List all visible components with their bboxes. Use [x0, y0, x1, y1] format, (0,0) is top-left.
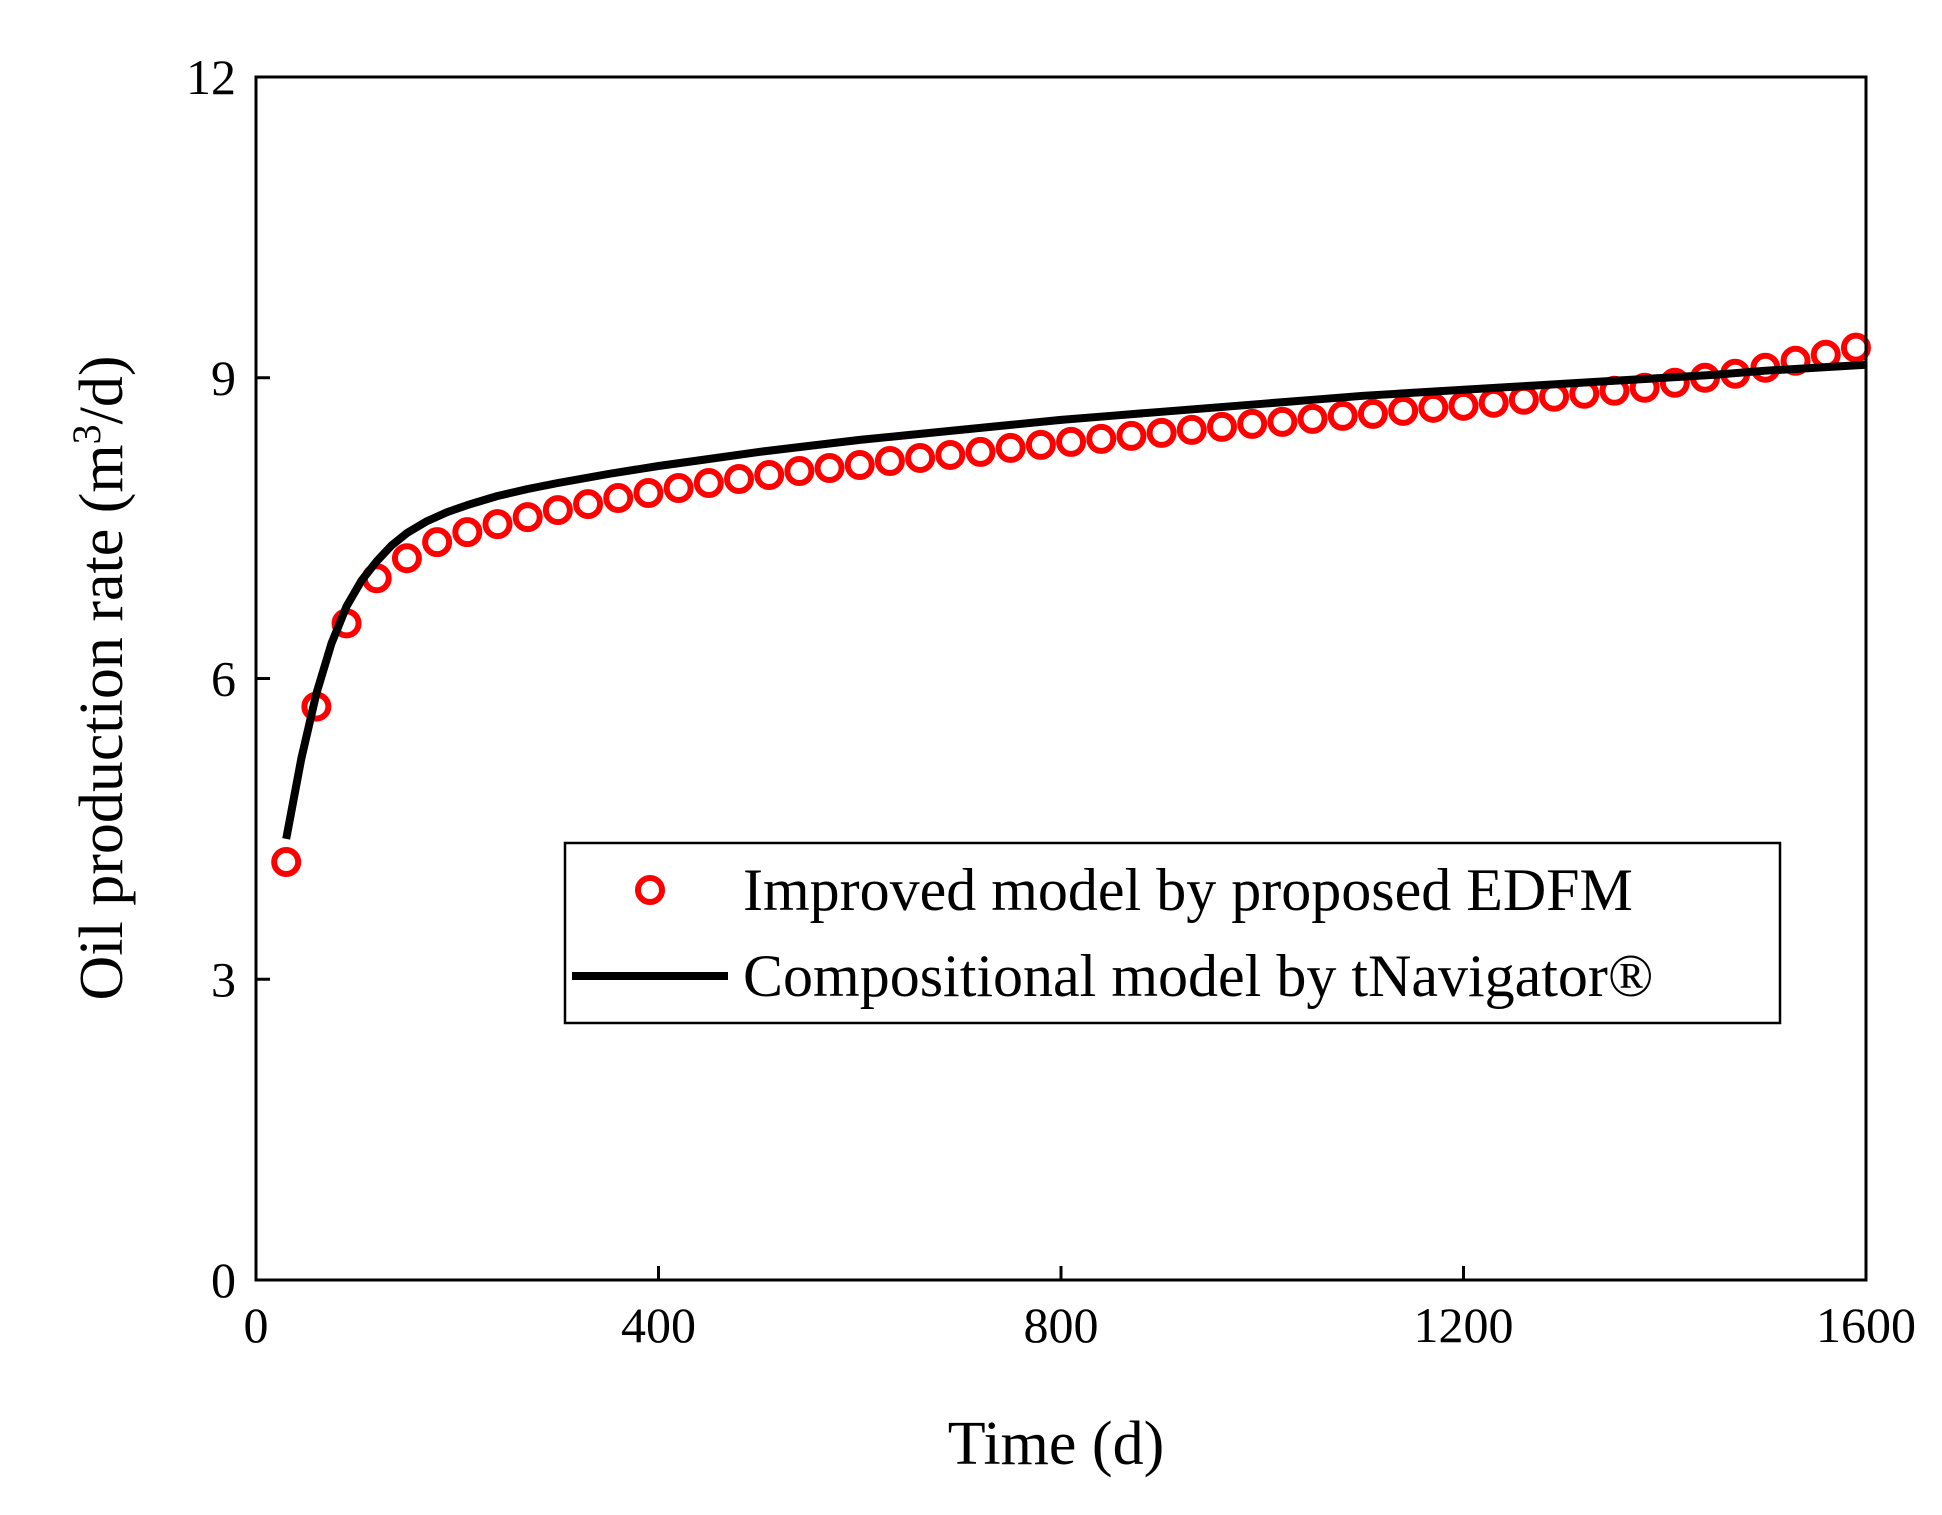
legend-label-edfm: Improved model by proposed EDFM [743, 857, 1633, 923]
data-point-edfm [1448, 390, 1479, 421]
data-point-edfm [1237, 408, 1268, 439]
legend: Improved model by proposed EDFM Composit… [563, 841, 1782, 1025]
data-point-edfm [271, 846, 302, 877]
plot-area [271, 332, 1871, 877]
data-point-edfm [391, 543, 422, 574]
data-point-edfm [482, 509, 513, 540]
data-point-edfm [965, 436, 996, 467]
data-point-edfm [422, 527, 453, 558]
y-tick-label: 9 [211, 350, 236, 406]
data-point-edfm [1025, 429, 1056, 460]
y-axis-title-main: Oil production rate (m [68, 444, 136, 1000]
data-point-edfm [1116, 420, 1147, 451]
y-tick-label: 6 [211, 651, 236, 707]
data-point-edfm [1388, 395, 1419, 426]
x-tick-label: 800 [1024, 1297, 1099, 1353]
data-point-edfm [1146, 417, 1177, 448]
data-point-edfm [1840, 332, 1871, 363]
data-point-edfm [1086, 423, 1117, 454]
x-tick-label: 1200 [1414, 1297, 1514, 1353]
data-point-edfm [814, 452, 845, 483]
legend-marker-circle [635, 875, 665, 905]
legend-box [563, 841, 1782, 1025]
legend-label-tnavigator: Compositional model by tNavigator® [743, 943, 1654, 1009]
data-point-edfm [905, 442, 936, 473]
data-point-edfm [693, 468, 724, 499]
x-tick-label: 0 [244, 1297, 269, 1353]
data-point-edfm [1659, 367, 1690, 398]
data-point-edfm [784, 455, 815, 486]
y-axis-title: Oil production rate (m3/d) [64, 356, 136, 1001]
data-point-edfm [603, 483, 634, 514]
y-tick-label: 0 [211, 1252, 236, 1308]
data-point-edfm [1478, 387, 1509, 418]
data-point-edfm [542, 495, 573, 526]
data-point-edfm [1357, 398, 1388, 429]
x-axis-title: Time (d) [948, 1410, 1164, 1478]
data-point-edfm [874, 445, 905, 476]
x-tick-label: 1600 [1816, 1297, 1916, 1353]
data-point-edfm [1207, 411, 1237, 442]
data-point-edfm [1176, 414, 1207, 445]
data-point-edfm [573, 489, 604, 520]
data-point-edfm [1297, 403, 1328, 434]
data-point-edfm [754, 459, 785, 490]
data-point-edfm [663, 473, 694, 504]
x-tick-label: 400 [621, 1297, 696, 1353]
axes: 0 400 800 1200 1600 0 3 6 9 12 [186, 49, 1916, 1353]
y-axis-title-superscript: 3 [64, 424, 109, 444]
data-point-edfm [724, 464, 754, 495]
data-point-edfm [1327, 400, 1358, 431]
data-point-edfm [995, 432, 1026, 463]
y-axis-title-tail: /d) [68, 356, 136, 425]
y-tick-label: 12 [186, 49, 236, 105]
data-point-edfm [844, 449, 875, 480]
series-line-tnavigator [282, 360, 1867, 840]
data-point-edfm [1418, 392, 1449, 423]
data-point-edfm [1267, 406, 1298, 437]
plot-frame [254, 75, 1868, 1282]
data-point-edfm [1508, 384, 1539, 415]
data-point-edfm [633, 478, 664, 509]
y-tick-label: 3 [211, 951, 236, 1007]
data-point-edfm [512, 502, 543, 533]
data-point-edfm [935, 439, 966, 470]
data-point-edfm [452, 517, 483, 548]
data-point-edfm [1056, 426, 1087, 457]
